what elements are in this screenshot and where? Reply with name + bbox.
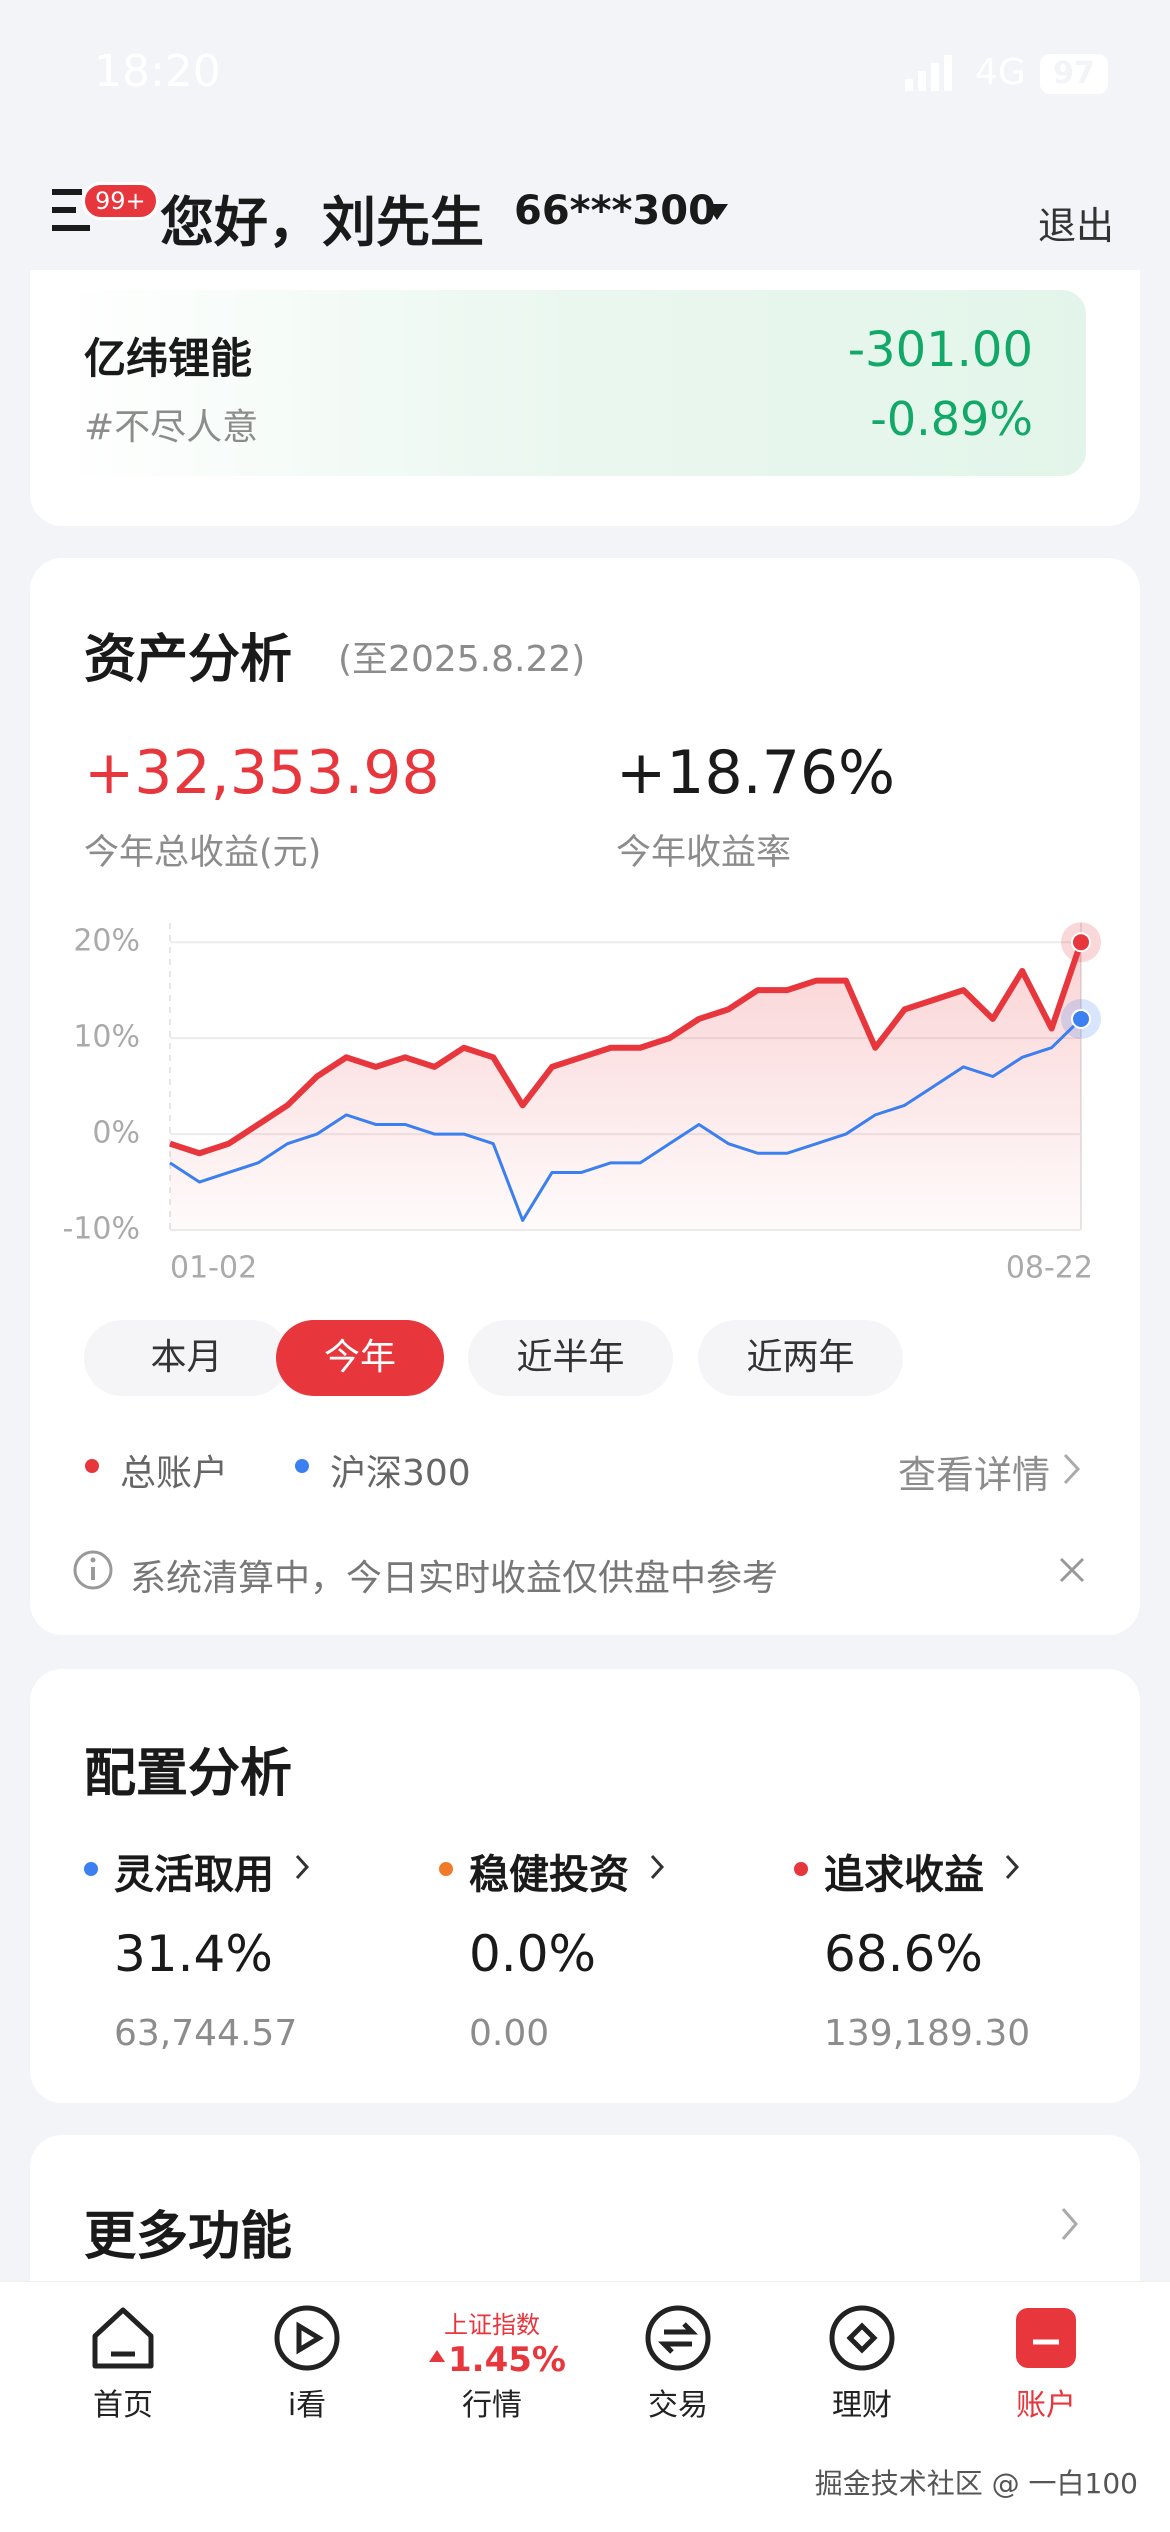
period-button[interactable]: 近两年: [698, 1320, 903, 1396]
y-tick-label: 0%: [92, 1116, 140, 1151]
stock-panel[interactable]: [54, 290, 1086, 476]
index-name: 上证指数: [444, 2311, 540, 2339]
chevron: [1063, 1453, 1081, 1485]
tab[interactable]: 行情: [462, 2388, 522, 2423]
chevron: [295, 1854, 310, 1880]
legend-label: 总账户: [120, 1453, 229, 1494]
return-rate-label: 今年收益率: [616, 833, 792, 873]
watermark: 掘金技术社区 @ 一白100: [814, 2467, 1138, 2500]
category-name[interactable]: 追求收益: [824, 1852, 984, 1898]
allocation-card: [30, 1669, 1140, 2103]
tab[interactable]: 首页: [93, 2388, 153, 2423]
chevron: [1005, 1854, 1020, 1880]
greeting: 您好，刘先生: [160, 191, 484, 254]
as-of-date: (至2025.8.22): [338, 639, 586, 680]
period-button[interactable]: 今年: [276, 1320, 444, 1396]
tab[interactable]: 理财: [832, 2388, 892, 2423]
stock-percent: -0.89%: [870, 392, 1033, 446]
close-icon[interactable]: [1058, 1556, 1086, 1584]
chevron: [1004, 1852, 1020, 1886]
return-rate: +18.76%: [616, 738, 896, 808]
return-chart: -10% 0% 10% 20% 01-02 08-22: [62, 922, 1101, 1286]
stock-tag: #不尽人意: [84, 407, 259, 448]
logout[interactable]: 退出: [1038, 204, 1115, 248]
chevron: [650, 1854, 665, 1880]
tab[interactable]: 交易: [648, 2388, 708, 2423]
account-number[interactable]: 66***300: [514, 188, 716, 234]
dot: [794, 1862, 808, 1876]
category-dot: [439, 1861, 453, 1880]
chevron: [649, 1852, 665, 1886]
chevron: [1061, 2208, 1078, 2240]
notice: 系统清算中，今日实时收益仅供盘中参考: [130, 1558, 779, 1599]
y-tick-label: 20%: [73, 924, 140, 959]
tab-bar: [0, 2281, 1170, 2532]
message-badge[interactable]: 99+: [82, 182, 159, 220]
legend-dot: [85, 1459, 99, 1473]
tab[interactable]: 账户: [1016, 2388, 1076, 2423]
stock-name: 亿纬锂能: [84, 334, 253, 383]
x-tick-label: 01-02: [170, 1251, 257, 1286]
category-name[interactable]: 稳健投资: [469, 1852, 629, 1898]
legend-label: 沪深300: [330, 1453, 471, 1494]
category-amount: 139,189.30: [824, 2013, 1031, 2054]
x-tick-label: 08-22: [1006, 1251, 1093, 1286]
chevron: [294, 1852, 310, 1886]
period-button[interactable]: 本月: [84, 1320, 289, 1396]
section-title: 资产分析: [84, 630, 293, 690]
info-icon: [73, 1550, 113, 1590]
index-change: 1.45%: [448, 2340, 566, 2380]
status-time: 18:20: [94, 46, 221, 97]
y-tick-label: 10%: [73, 1020, 140, 1055]
legend-dot: [295, 1459, 309, 1473]
category-name[interactable]: 灵活取用: [114, 1852, 274, 1898]
category-percent: 68.6%: [824, 1925, 983, 1983]
end-dot: [1071, 932, 1091, 953]
category-dot: [84, 1861, 98, 1880]
dot: [84, 1862, 98, 1876]
total-profit-label: 今年总收益(元): [84, 833, 322, 873]
category-percent: 31.4%: [114, 1925, 273, 1983]
series-line: [169, 941, 1084, 1157]
category-amount: 63,744.57: [114, 2013, 298, 2054]
stock-amount: -301.00: [847, 322, 1033, 378]
end-dot: [1071, 1008, 1091, 1029]
details-link[interactable]: 查看详情: [898, 1453, 1051, 1497]
period-button[interactable]: 近半年: [468, 1320, 673, 1396]
total-profit: +32,353.98: [84, 738, 440, 808]
y-tick-label: -10%: [62, 1212, 140, 1247]
tab[interactable]: i看: [287, 2388, 327, 2423]
battery: 97: [1040, 54, 1108, 94]
tab-icons: [92, 2305, 1076, 2371]
dot: [439, 1862, 453, 1876]
menu-icon[interactable]: [52, 188, 94, 232]
section-title: 配置分析: [84, 1744, 293, 1804]
network-type: 4G: [975, 52, 1026, 93]
dropdown-arrow[interactable]: [706, 204, 728, 220]
category-dot: [794, 1861, 808, 1880]
signal-icon: [905, 55, 952, 91]
category-amount: 0.00: [469, 2013, 550, 2054]
category-percent: 0.0%: [469, 1925, 597, 1983]
area: [170, 942, 1081, 1230]
series-line: [169, 1017, 1083, 1222]
section-title: 更多功能: [84, 2207, 293, 2267]
